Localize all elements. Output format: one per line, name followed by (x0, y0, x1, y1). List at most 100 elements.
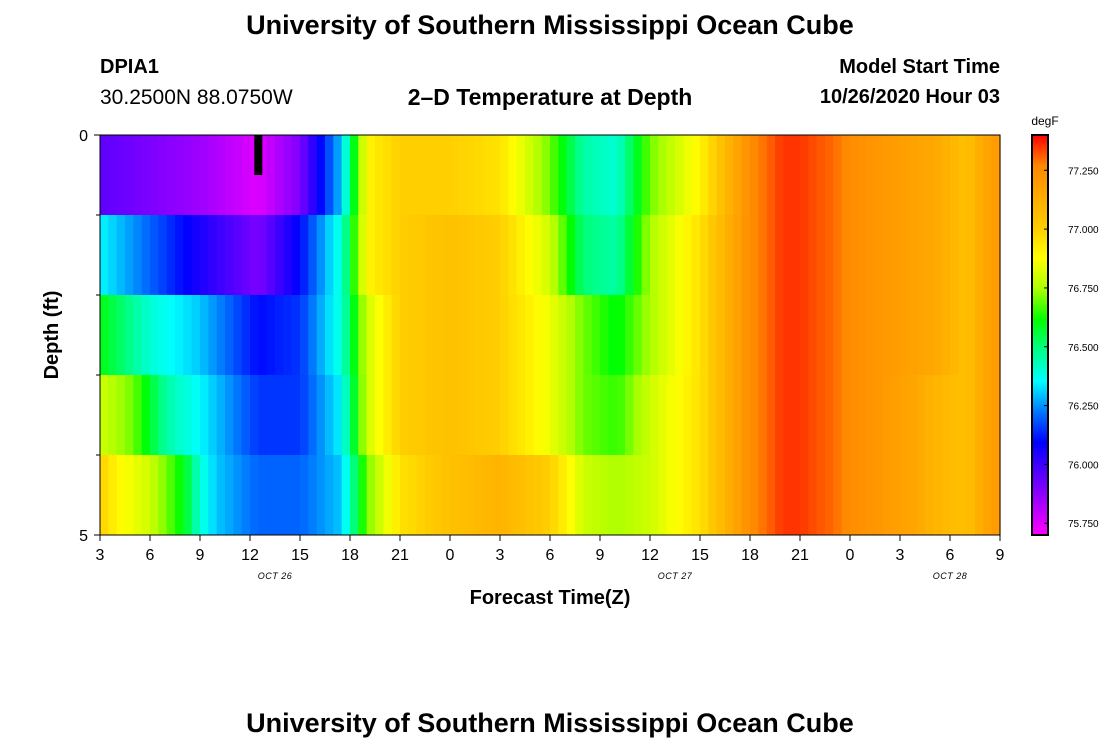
heatmap-cell (750, 215, 759, 296)
heatmap-cell (150, 135, 159, 216)
heatmap-cell (866, 455, 876, 536)
heatmap-cell (625, 455, 634, 536)
chart-title: 2–D Temperature at Depth (407, 84, 693, 110)
heatmap-cell (741, 215, 751, 296)
heatmap-cell (516, 295, 526, 376)
heatmap-cell (508, 375, 518, 456)
heatmap-cell (908, 215, 918, 296)
heatmap-cell (450, 455, 459, 536)
heatmap-cell (766, 455, 776, 536)
heatmap-cell (183, 215, 193, 296)
heatmap-cell (283, 295, 293, 376)
heatmap-cell (333, 375, 343, 456)
heatmap-cell (191, 455, 201, 536)
heatmap-cell (741, 375, 751, 456)
heatmap-cell (225, 295, 234, 376)
heatmap-cell (175, 375, 184, 456)
heatmap-cell (916, 375, 926, 456)
colorbar-tick-label: 77.250 (1068, 166, 1099, 177)
heatmap-cell (691, 375, 701, 456)
x-tick-label: 15 (291, 547, 309, 564)
heatmap-cell (150, 215, 159, 296)
heatmap-cell (208, 455, 218, 536)
heatmap-cell (658, 215, 668, 296)
heatmap-cell (233, 455, 243, 536)
heatmap-cell (616, 215, 626, 296)
heatmap-cell (133, 215, 143, 296)
heatmap-cell (466, 215, 476, 296)
heatmap-cell (341, 375, 351, 456)
heatmap-cell (666, 375, 676, 456)
heatmap-cell (716, 215, 726, 296)
heatmap-cell (158, 455, 168, 536)
heatmap-cell (316, 455, 326, 536)
heatmap-cell (858, 215, 868, 296)
heatmap-cell (991, 215, 1001, 296)
heatmap-cell (541, 375, 551, 456)
heatmap-cell (550, 375, 559, 456)
heatmap-cell (241, 135, 251, 216)
heatmap-cell (383, 135, 393, 216)
heatmap-cell (825, 375, 834, 456)
heatmap-cell (191, 295, 201, 376)
heatmap-cell (616, 375, 626, 456)
heatmap-cell (458, 455, 468, 536)
heatmap-cell (133, 375, 143, 456)
heatmap-cell (925, 295, 934, 376)
heatmap-cell (150, 375, 159, 456)
heatmap-cell (325, 215, 334, 296)
heatmap-cell (975, 375, 984, 456)
x-tick-label: 18 (741, 547, 759, 564)
heatmap-cell (791, 455, 801, 536)
heatmap-cell (608, 295, 618, 376)
heatmap-cell (633, 455, 643, 536)
heatmap-cell (950, 455, 959, 536)
heatmap-cell (233, 295, 243, 376)
heatmap-cell (358, 215, 368, 296)
heatmap-cell (733, 135, 743, 216)
heatmap-cell (875, 215, 884, 296)
colorbar-unit-label: degF (1031, 114, 1058, 128)
heatmap-cell (466, 375, 476, 456)
heatmap-cell (475, 295, 484, 376)
x-tick-label: 0 (446, 547, 455, 564)
heatmap-cell (166, 135, 176, 216)
heatmap-cell (275, 135, 284, 216)
heatmap-cell (400, 215, 409, 296)
heatmap-cell (675, 375, 684, 456)
heatmap-cell (950, 295, 959, 376)
heatmap-cell (375, 455, 384, 536)
heatmap-cell (291, 455, 301, 536)
heatmap-cell (483, 135, 493, 216)
heatmap-cell (441, 455, 451, 536)
heatmap-cell (758, 455, 768, 536)
heatmap-cell (941, 135, 951, 216)
model-start-value: 10/26/2020 Hour 03 (819, 86, 1000, 108)
heatmap-cell (391, 215, 401, 296)
heatmap-cell (400, 295, 409, 376)
heatmap-cell (591, 215, 601, 296)
heatmap-cell (533, 215, 543, 296)
heatmap-cell (908, 455, 918, 536)
heatmap-cell (516, 375, 526, 456)
heatmap-cell (408, 455, 418, 536)
heatmap-cell (566, 135, 576, 216)
heatmap-cell (641, 375, 651, 456)
heatmap-cell (508, 215, 518, 296)
heatmap-cell (391, 455, 401, 536)
x-tick-label: 9 (996, 547, 1005, 564)
heatmap-cell (366, 455, 376, 536)
heatmap-cell (508, 135, 518, 216)
heatmap-cell (191, 135, 201, 216)
heatmap-cell (591, 455, 601, 536)
x-axis-label: Forecast Time(Z) (470, 587, 631, 609)
heatmap-cell (391, 375, 401, 456)
heatmap-cell (991, 455, 1001, 536)
heatmap-cell (791, 215, 801, 296)
heatmap-cell (625, 295, 634, 376)
heatmap-cell (300, 375, 309, 456)
y-axis: 05 (79, 128, 100, 545)
heatmap-cell (841, 375, 851, 456)
heatmap-cell (341, 215, 351, 296)
heatmap-cell (650, 135, 659, 216)
